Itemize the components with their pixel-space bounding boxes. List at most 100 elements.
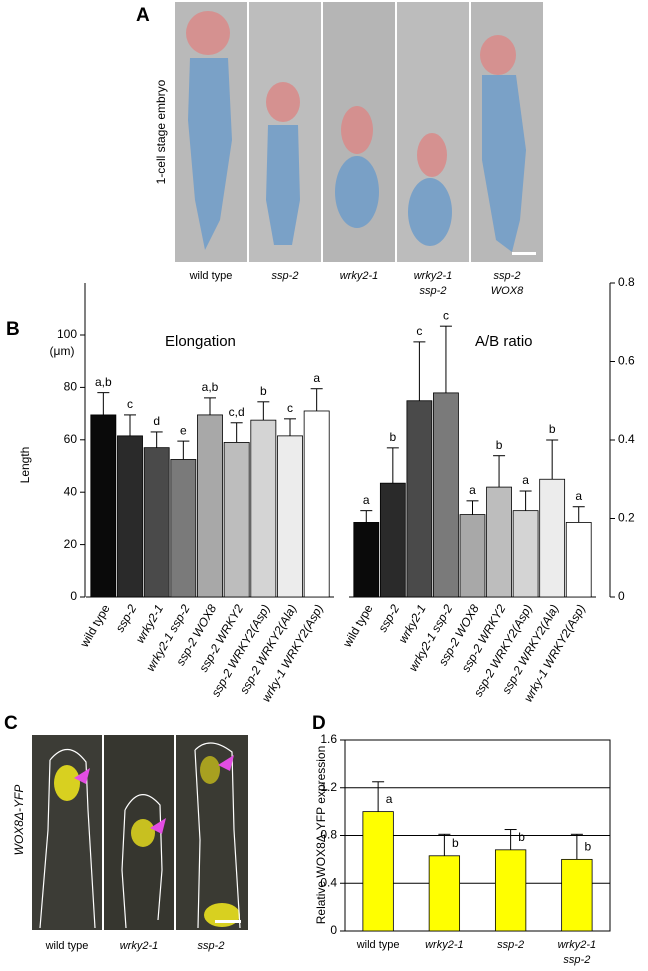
bar bbox=[459, 514, 486, 598]
arrowhead bbox=[218, 755, 234, 771]
bar bbox=[565, 522, 592, 598]
bar bbox=[539, 478, 566, 598]
significance-letter: a bbox=[386, 792, 393, 806]
significance-letter: a bbox=[363, 493, 370, 507]
x-tick-label: wild type bbox=[356, 939, 400, 951]
bar bbox=[362, 811, 394, 932]
apical-cell bbox=[480, 35, 516, 75]
panel-label: A bbox=[136, 5, 150, 26]
bar bbox=[277, 435, 303, 598]
bar bbox=[197, 414, 223, 598]
basal-cell bbox=[408, 178, 452, 246]
side-label: WOX8Δ-YFP bbox=[12, 785, 26, 856]
caption: ssp-2 bbox=[272, 270, 299, 282]
x-tick-label: wild type bbox=[340, 602, 376, 651]
significance-letter: a bbox=[313, 371, 320, 385]
y-tick-label: 0.8 bbox=[320, 828, 337, 842]
nucleus bbox=[204, 903, 240, 927]
x-tick-label: wild type bbox=[77, 602, 113, 651]
y-tick-label: 1.2 bbox=[320, 780, 337, 794]
bar bbox=[433, 392, 459, 598]
y-tick-label: 1.6 bbox=[320, 732, 337, 746]
bar bbox=[428, 855, 461, 932]
panel-c-images bbox=[32, 735, 248, 930]
significance-letter: b bbox=[549, 422, 556, 436]
outline bbox=[194, 742, 241, 929]
significance-letter: b bbox=[496, 438, 503, 452]
arrowhead bbox=[150, 818, 166, 834]
x-tick-label: wrky2-1 bbox=[425, 939, 464, 951]
basal-cell bbox=[188, 58, 232, 250]
bar bbox=[90, 414, 117, 598]
y-tick-label: 60 bbox=[64, 432, 78, 446]
bar bbox=[303, 410, 330, 598]
y-tick-label: 100 bbox=[57, 327, 77, 341]
significance-letter: b bbox=[585, 840, 592, 854]
scale-bar bbox=[512, 252, 536, 255]
significance-letter: c bbox=[443, 308, 449, 322]
x-tick-label: ssp-2 bbox=[497, 939, 524, 951]
caption: wrky2-1 bbox=[340, 270, 379, 282]
significance-letter: a bbox=[575, 489, 582, 503]
nucleus bbox=[131, 819, 155, 847]
caption: wild type bbox=[189, 270, 233, 282]
basal-cell bbox=[482, 75, 526, 252]
basal-cell bbox=[335, 156, 379, 228]
caption: wrky2-1 bbox=[120, 940, 159, 952]
y-tick-label: 0.8 bbox=[618, 275, 635, 289]
caption: wild type bbox=[45, 940, 89, 952]
bar bbox=[143, 447, 170, 598]
panel-label: D bbox=[312, 713, 326, 734]
y-tick-label: 0.6 bbox=[618, 354, 635, 368]
significance-letter: e bbox=[180, 423, 187, 437]
bar bbox=[170, 459, 197, 598]
y-tick-label: 0 bbox=[618, 589, 625, 603]
apical-cell bbox=[341, 106, 373, 154]
significance-letter: b bbox=[389, 430, 396, 444]
caption: ssp-2 bbox=[494, 270, 521, 282]
significance-letter: c bbox=[416, 324, 422, 338]
apical-cell bbox=[266, 82, 300, 122]
caption: ssp-2 bbox=[198, 940, 225, 952]
outline bbox=[121, 794, 163, 929]
nucleus bbox=[200, 756, 220, 784]
caption: ssp-2 bbox=[420, 285, 447, 297]
y-tick-label: 0 bbox=[70, 589, 77, 603]
bar bbox=[379, 482, 406, 598]
y-axis-label: Relative WOX8Δ-YFP expression bbox=[314, 746, 328, 925]
significance-letter: d bbox=[153, 414, 160, 428]
panel-label: C bbox=[4, 713, 18, 734]
significance-letter: a,b bbox=[95, 375, 112, 389]
arrowhead bbox=[74, 768, 90, 784]
bar bbox=[223, 442, 250, 598]
significance-letter: b bbox=[518, 830, 525, 844]
significance-letter: b bbox=[452, 836, 459, 850]
x-tick-label: ssp-2 bbox=[375, 602, 402, 635]
basal-cell bbox=[266, 125, 300, 245]
apical-cell bbox=[186, 11, 230, 55]
significance-letter: b bbox=[260, 384, 267, 398]
y-tick-label: 0.2 bbox=[618, 511, 635, 525]
y-axis-label: Length bbox=[18, 447, 32, 484]
y-unit: (μm) bbox=[50, 344, 75, 358]
significance-letter: a,b bbox=[202, 380, 219, 394]
bar bbox=[117, 435, 143, 598]
caption: wrky2-1 bbox=[414, 270, 453, 282]
outline bbox=[39, 748, 96, 929]
bar bbox=[353, 522, 380, 598]
bar bbox=[512, 510, 539, 598]
y-tick-label: 0.4 bbox=[320, 875, 337, 889]
significance-letter: c bbox=[287, 401, 293, 415]
panel-label: B bbox=[6, 319, 20, 340]
y-tick-label: 0 bbox=[330, 923, 337, 937]
scale-bar bbox=[215, 920, 241, 923]
bar bbox=[250, 419, 277, 598]
chart-title: Elongation bbox=[165, 333, 236, 350]
caption: WOX8 bbox=[491, 285, 524, 297]
bar bbox=[494, 849, 527, 932]
x-tick-label: ssp-2 bbox=[563, 954, 590, 966]
significance-letter: c bbox=[127, 397, 133, 411]
apical-cell bbox=[417, 133, 447, 177]
chart-title: A/B ratio bbox=[475, 333, 533, 350]
